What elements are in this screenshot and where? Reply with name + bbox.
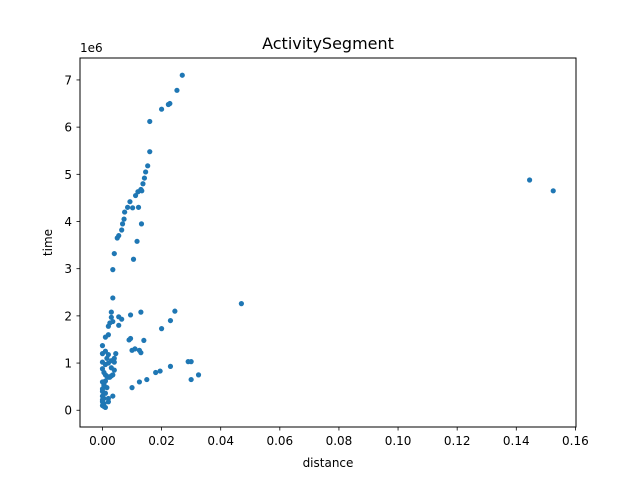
plot-frame [79, 57, 577, 428]
data-point [174, 87, 180, 93]
data-point [172, 308, 178, 314]
data-point [108, 314, 114, 320]
data-point [167, 317, 174, 324]
y-tick-label: 6 [64, 121, 72, 135]
data-point [158, 326, 165, 332]
data-point [135, 204, 142, 210]
data-point [127, 199, 133, 205]
data-point [127, 312, 134, 318]
data-point [119, 227, 125, 233]
axes: 0.00 0.02 0.04 0.06 0.08 0.10 0.12 0.14 0.16 0 1 2 3… [64, 73, 588, 448]
y-tick-label: 0 [64, 404, 72, 418]
x-tick-label: 0.02 [148, 434, 175, 448]
data-point [105, 351, 111, 358]
chart-title: ActivitySegment [262, 34, 394, 53]
data-point [105, 399, 111, 405]
data-points [99, 72, 556, 411]
data-point [141, 337, 147, 344]
y-tick-label: 2 [64, 309, 72, 323]
y-axis-label: time [41, 229, 55, 256]
data-point [116, 322, 122, 328]
y-tick-label: 5 [64, 168, 72, 182]
data-point [119, 316, 125, 322]
data-point [195, 372, 202, 378]
data-point [526, 177, 533, 183]
data-point [165, 101, 171, 108]
x-tick-label: 0.04 [207, 434, 234, 448]
x-tick-label: 0.06 [266, 434, 293, 448]
data-point [188, 376, 194, 383]
data-point [110, 295, 116, 301]
y-tick-label: 3 [64, 262, 72, 276]
x-tick-label: 0.16 [562, 434, 589, 448]
data-point [167, 363, 174, 369]
data-point [111, 359, 117, 365]
data-point [179, 72, 185, 78]
data-point [108, 365, 114, 371]
data-point [127, 335, 134, 342]
x-axis-label: distance [303, 456, 354, 470]
data-point [188, 359, 194, 365]
data-point [145, 163, 151, 169]
data-point [147, 149, 153, 155]
data-point [110, 393, 116, 399]
data-point [111, 250, 117, 257]
x-tick-label: 0.08 [326, 434, 353, 448]
data-point [122, 209, 128, 215]
data-point [113, 351, 119, 357]
y-tick-label: 7 [64, 73, 72, 87]
data-point [135, 189, 141, 195]
data-point [121, 216, 127, 222]
data-point [136, 379, 143, 385]
data-point [129, 384, 135, 391]
data-point [129, 347, 135, 353]
data-point [153, 369, 159, 376]
data-point [132, 192, 139, 199]
data-point [119, 221, 126, 227]
x-tick-label: 0.00 [89, 434, 116, 448]
x-tick-label: 0.10 [385, 434, 412, 448]
data-point [107, 320, 113, 326]
data-point [138, 350, 144, 356]
data-point [99, 343, 106, 349]
data-point [157, 368, 163, 374]
data-point [130, 205, 136, 211]
y-tick-label: 4 [64, 215, 72, 229]
data-point [102, 361, 109, 368]
data-point [141, 175, 148, 181]
data-point [108, 309, 114, 315]
data-point [130, 256, 137, 262]
y-tick-label: 1 [64, 357, 72, 371]
x-tick-label: 0.14 [503, 434, 530, 448]
data-point [102, 334, 109, 340]
data-point [144, 376, 150, 383]
data-point [550, 188, 556, 194]
data-point [147, 118, 153, 125]
data-point [111, 355, 117, 361]
x-tick-label: 0.12 [444, 434, 471, 448]
y-axis-offset-label: 1e6 [80, 41, 103, 55]
data-point [124, 204, 131, 210]
data-point [158, 106, 165, 112]
data-point [138, 221, 145, 227]
data-point [143, 169, 149, 175]
data-point [114, 235, 120, 241]
data-point [102, 404, 109, 411]
data-point [238, 301, 244, 307]
data-point [107, 374, 113, 380]
data-point [140, 181, 146, 187]
data-point [138, 309, 144, 315]
data-point [134, 238, 140, 244]
data-point [110, 267, 116, 273]
